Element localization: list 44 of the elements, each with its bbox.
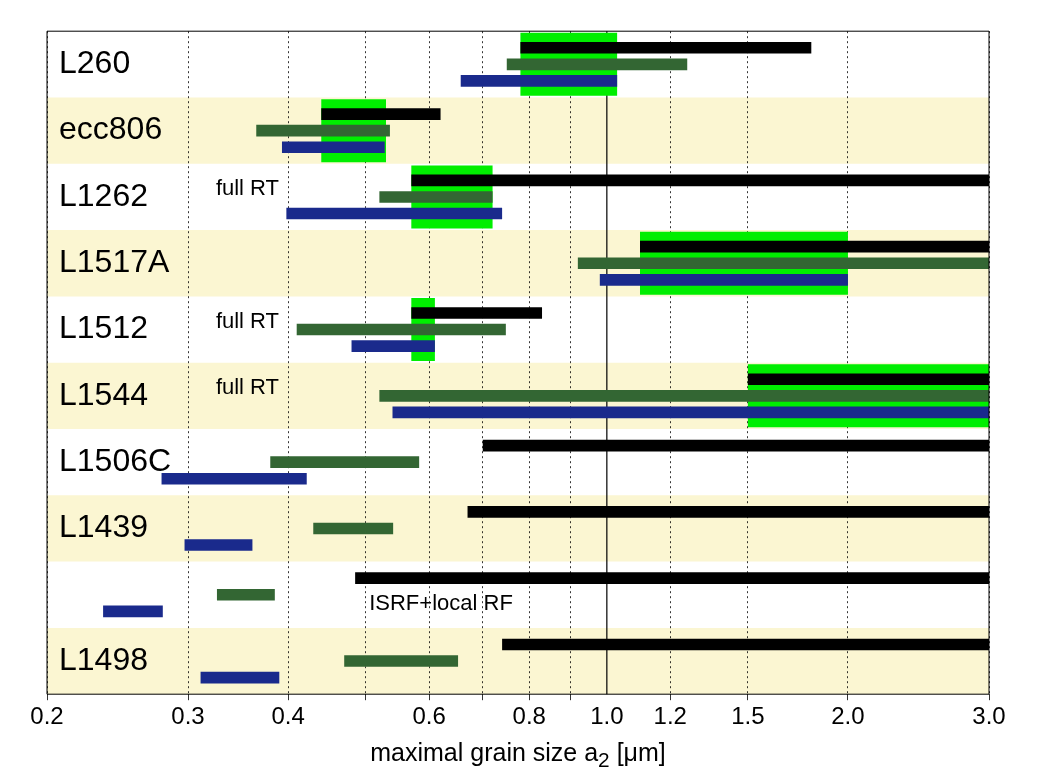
bar xyxy=(286,207,503,220)
bar xyxy=(200,671,280,684)
x-tick-label: 1.2 xyxy=(653,702,687,730)
bar xyxy=(103,605,163,618)
x-tick-label: 2.0 xyxy=(831,702,865,730)
x-tick-label: 3.0 xyxy=(972,702,1006,730)
x-tick-label: 0.2 xyxy=(30,702,64,730)
bar xyxy=(256,124,390,137)
x-tick-label: 0.4 xyxy=(271,702,305,730)
x-tick-label: 1.5 xyxy=(731,702,765,730)
x-tick-label: 1.0 xyxy=(590,702,624,730)
y-tick-label: L260 xyxy=(59,44,131,81)
y-tick-label: L1517A xyxy=(59,243,170,280)
x-tick-label: 0.3 xyxy=(171,702,205,730)
bar xyxy=(379,390,989,402)
bar xyxy=(281,141,385,154)
y-tick-label: L1439 xyxy=(59,508,148,545)
bar xyxy=(313,522,394,535)
y-tick-label: L1506C xyxy=(59,441,172,478)
bar xyxy=(344,655,459,667)
bar xyxy=(506,58,688,71)
bar xyxy=(270,456,420,468)
x-axis-title: maximal grain size a$_{2}$ [μm] xyxy=(369,738,667,772)
annotation: full RT xyxy=(215,307,280,333)
bar xyxy=(379,191,493,203)
bar xyxy=(392,406,989,419)
bar xyxy=(216,588,275,601)
y-tick-label: L1498 xyxy=(59,640,148,677)
annotation: full RT xyxy=(215,373,280,399)
bar xyxy=(460,75,618,87)
y-tick-label: L1262 xyxy=(59,176,148,213)
annotation: full RT xyxy=(215,175,280,201)
y-tick-label: L1512 xyxy=(59,309,148,346)
annotation: ISRF+local RF xyxy=(369,590,513,616)
bar xyxy=(184,539,253,551)
bar xyxy=(161,472,307,485)
bar xyxy=(599,274,848,286)
bar xyxy=(577,257,989,270)
bar xyxy=(351,340,435,352)
y-tick-label: L1544 xyxy=(59,375,148,412)
x-tick-label: 0.6 xyxy=(412,702,446,730)
x-tick-label: 0.8 xyxy=(512,702,546,730)
bar xyxy=(296,323,506,336)
y-tick-label: ecc806 xyxy=(59,110,163,147)
